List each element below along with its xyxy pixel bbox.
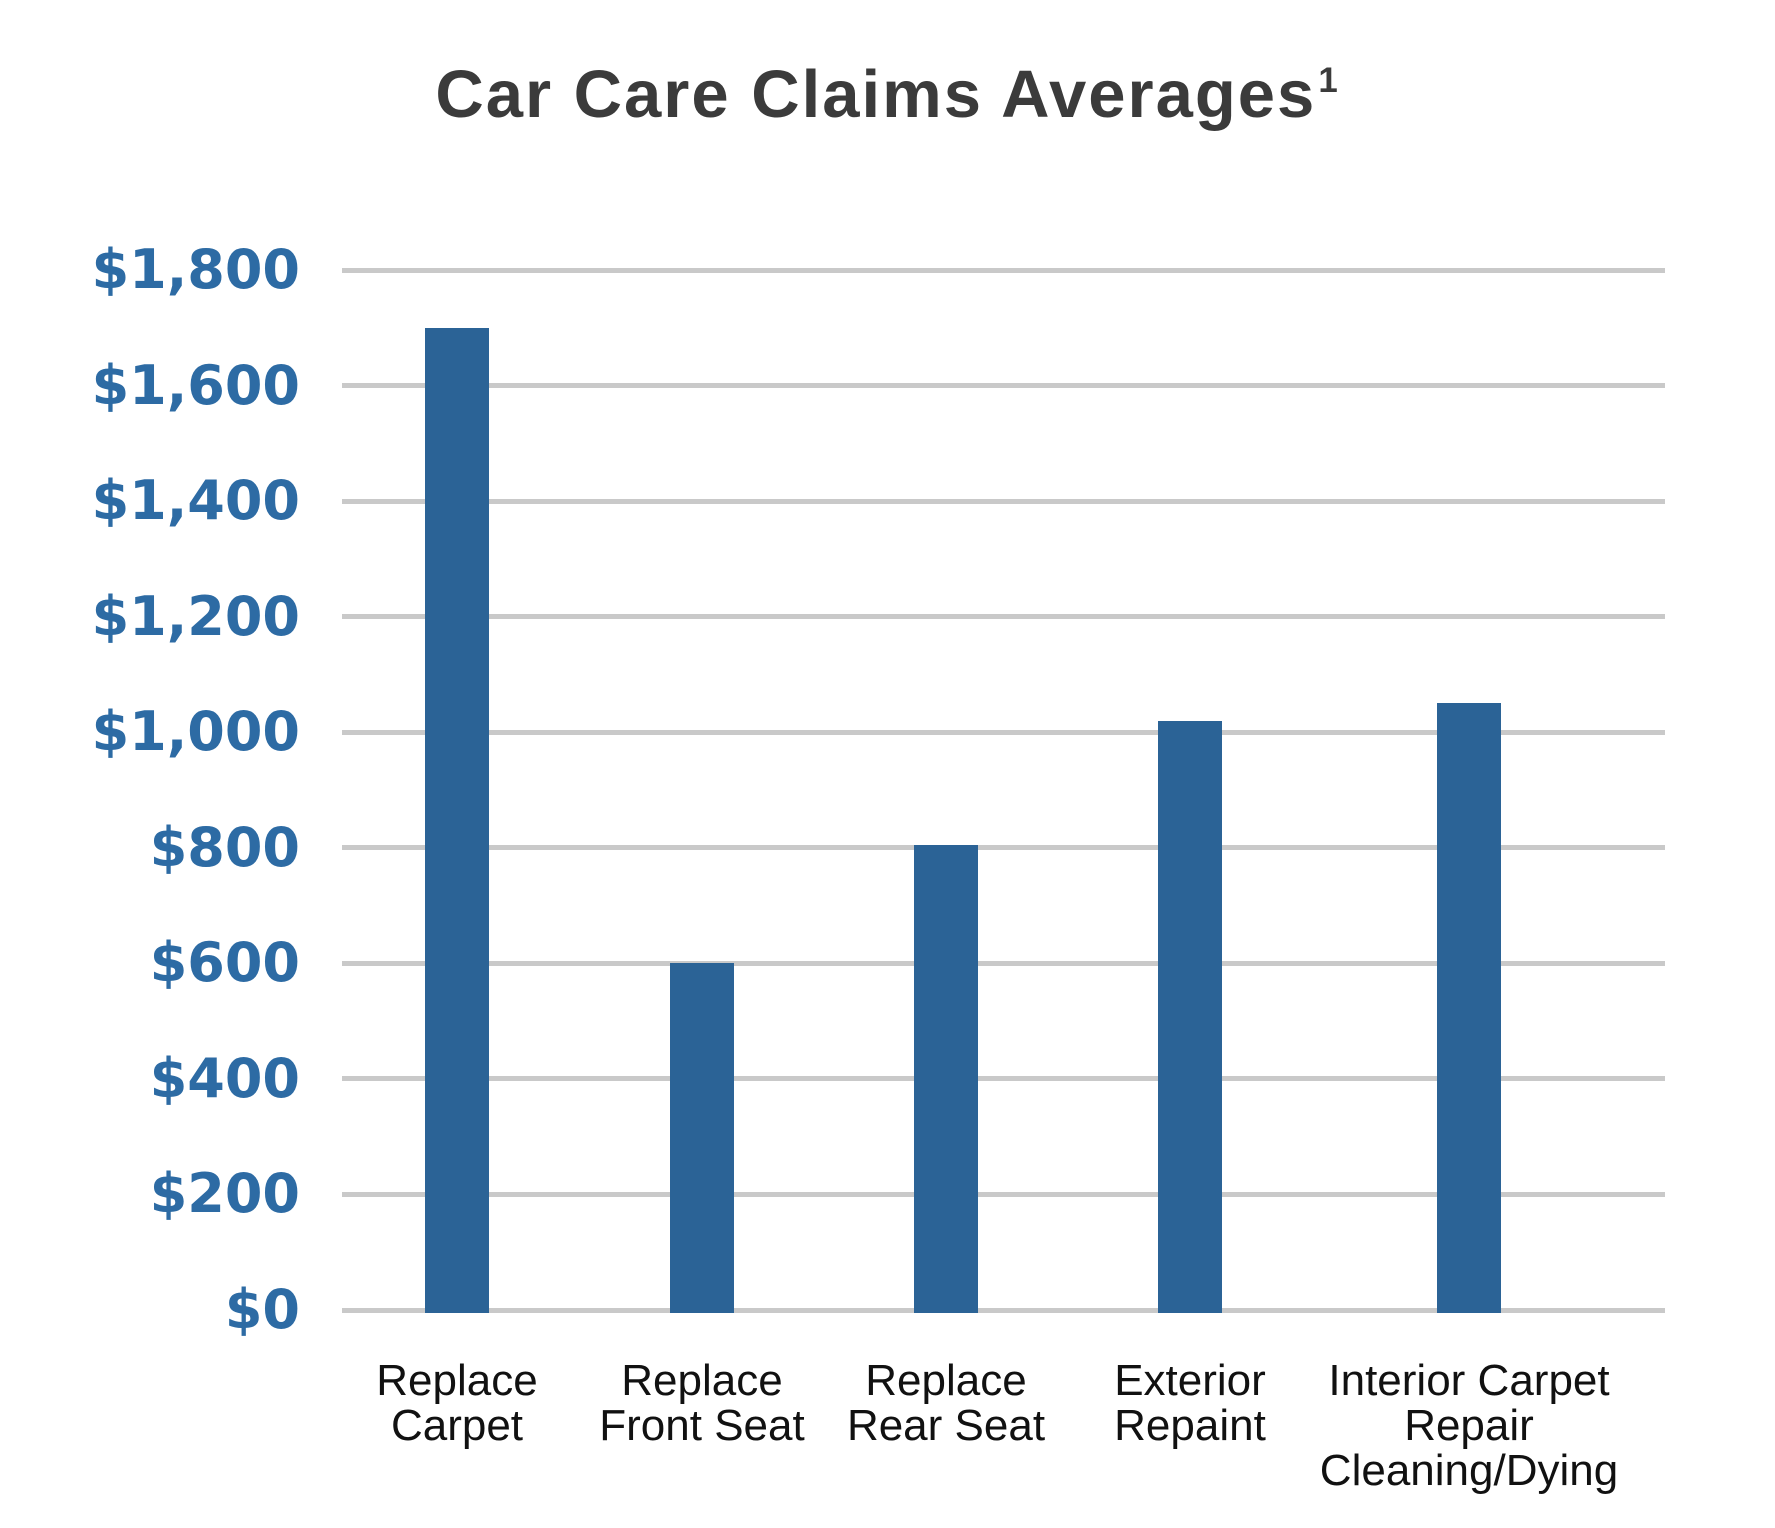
chart-title-superscript: 1 <box>1318 60 1340 100</box>
y-axis-tick-label: $600 <box>149 931 300 994</box>
gridline <box>342 1076 1665 1081</box>
gridline <box>342 499 1665 504</box>
gridline <box>342 961 1665 966</box>
y-axis-tick-label: $400 <box>149 1047 300 1110</box>
y-axis-tick-label: $0 <box>224 1278 300 1341</box>
bar <box>1437 703 1501 1313</box>
x-axis-category-label: Replace Carpet <box>376 1356 538 1450</box>
gridline <box>342 730 1665 735</box>
bar <box>1158 721 1222 1313</box>
gridline <box>342 845 1665 850</box>
x-axis-category-label: Interior Carpet Repair Cleaning/Dying <box>1319 1356 1619 1495</box>
gridline <box>342 383 1665 388</box>
y-axis-tick-label: $1,800 <box>91 238 300 301</box>
x-axis-category-label: Exterior Repaint <box>1114 1356 1266 1450</box>
x-axis-category-label: Replace Rear Seat <box>846 1356 1046 1450</box>
bar <box>914 845 978 1313</box>
y-axis-tick-label: $200 <box>149 1162 300 1225</box>
y-axis-tick-label: $1,400 <box>91 469 300 532</box>
bar <box>425 328 489 1313</box>
gridline <box>342 268 1665 273</box>
y-axis-tick-label: $1,600 <box>91 354 300 417</box>
y-axis-tick-label: $1,200 <box>91 585 300 648</box>
y-axis-tick-label: $800 <box>149 816 300 879</box>
chart-title: Car Care Claims Averages1 <box>0 58 1775 132</box>
gridline <box>342 1192 1665 1197</box>
x-axis-category-label: Replace Front Seat <box>599 1356 805 1450</box>
gridline <box>342 1308 1665 1313</box>
bar <box>670 963 734 1313</box>
chart-title-text: Car Care Claims Averages <box>435 57 1317 132</box>
gridline <box>342 614 1665 619</box>
y-axis-tick-label: $1,000 <box>91 700 300 763</box>
